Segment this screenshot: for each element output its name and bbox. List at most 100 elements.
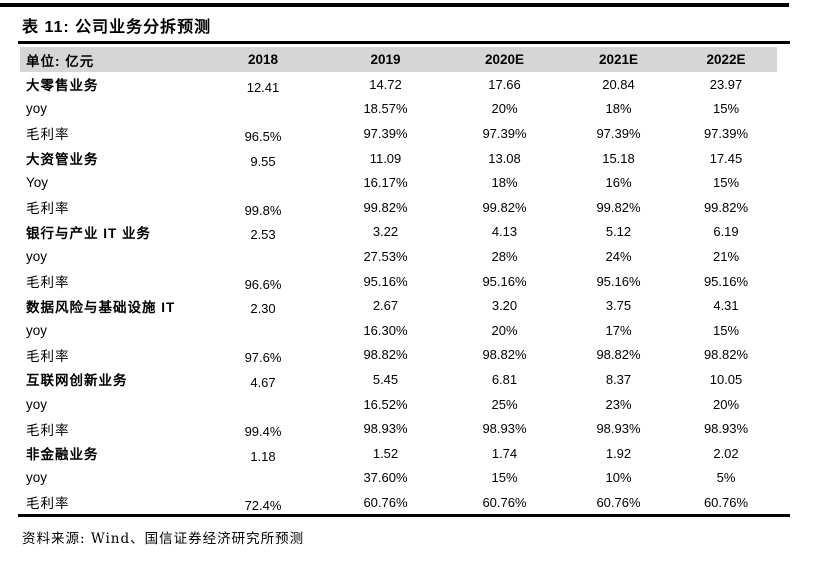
cell-value: 18% (491, 175, 518, 191)
cell-value: 10.05 (709, 371, 743, 387)
table-header: 单位: 亿元 2018 2019 2020E 2021E 2022E (20, 47, 777, 72)
table-title: 表 11: 公司业务分拆预测 (22, 19, 212, 36)
cell-value: 3.75 (605, 298, 632, 314)
cell-value: 98.93% (363, 421, 408, 437)
cell-value: 2.30 (250, 301, 276, 317)
cell-value: 4.13 (491, 224, 518, 240)
cell-value: 2.67 (372, 298, 399, 314)
cell-value: 60.76% (482, 494, 527, 510)
cell-value: 99.8% (244, 202, 282, 218)
cell-value: 99.82% (596, 199, 641, 215)
cell-value: 2.02 (713, 445, 739, 461)
row-label: 互联网创新业务 (26, 373, 128, 389)
table-row: yoy 18.57% 20% 18% 15% (20, 97, 777, 122)
cell-value: 97.39% (363, 125, 408, 141)
cell-value: 20% (491, 322, 518, 338)
cell-value: 96.6% (244, 276, 282, 292)
table-row: yoy 16.52% 25% 23% 20% (20, 392, 777, 417)
top-rule (0, 3, 789, 7)
cell-value: 13.08 (488, 150, 521, 166)
cell-value: 28% (491, 248, 518, 264)
cell-value: 2.53 (250, 227, 276, 243)
cell-value: 11.09 (369, 150, 402, 166)
cell-value: 27.53% (363, 248, 408, 264)
cell-value: 1.74 (491, 445, 518, 461)
cell-value: 95.16% (363, 273, 408, 289)
table-row: yoy 27.53% 28% 24% 21% (20, 244, 777, 269)
cell-value: 98.93% (482, 421, 527, 437)
cell-value (202, 247, 324, 272)
cell-value: 95.16% (703, 273, 749, 289)
cell-value: 98.82% (363, 347, 408, 363)
table-row: 大零售业务 12.41 14.72 17.66 20.84 23.97 (20, 72, 777, 97)
year-header-cell: 2018 (247, 52, 279, 67)
row-label: yoy (26, 248, 48, 264)
table-row: 互联网创新业务 4.67 5.45 6.81 8.37 10.05 (20, 367, 777, 392)
cell-value: 23% (605, 396, 632, 412)
row-label: Yoy (26, 175, 49, 191)
table-row: yoy 16.30% 20% 17% 15% (20, 318, 777, 343)
cell-value: 17% (605, 322, 632, 338)
year-header-cell: 2019 (370, 52, 401, 67)
cell-value (202, 321, 324, 346)
row-label: 大资管业务 (26, 152, 99, 168)
cell-value: 37.60% (363, 470, 408, 486)
row-label: yoy (26, 101, 48, 117)
table-row: 非金融业务 1.18 1.52 1.74 1.92 2.02 (20, 441, 777, 466)
cell-value: 99.82% (363, 199, 408, 215)
table-row: 银行与产业 IT 业务 2.53 3.22 4.13 5.12 6.19 (20, 220, 777, 245)
cell-value: 15% (712, 175, 740, 191)
cell-value: 99.82% (482, 199, 527, 215)
year-header-cell: 2021E (598, 52, 639, 67)
table-row: 毛利率 96.6% 95.16% 95.16% 95.16% 95.16% (20, 269, 777, 294)
cell-value: 16% (605, 175, 632, 191)
source-note: 资料来源: Wind、国信证券经济研究所预测 (22, 531, 305, 547)
cell-value: 97.39% (482, 125, 527, 141)
table-row: 毛利率 97.6% 98.82% 98.82% 98.82% 98.82% (20, 343, 777, 368)
cell-value: 96.5% (244, 128, 282, 144)
cell-value: 15% (712, 322, 740, 338)
cell-value: 72.4% (244, 497, 282, 513)
cell-value (202, 173, 324, 198)
cell-value: 18% (605, 101, 632, 117)
cell-value: 20% (712, 396, 740, 412)
cell-value: 1.18 (250, 448, 276, 464)
cell-value: 25% (491, 396, 518, 412)
row-label: yoy (26, 470, 48, 486)
cell-value: 24% (605, 248, 632, 264)
table-row: 毛利率 99.4% 98.93% 98.93% 98.93% 98.93% (20, 416, 777, 441)
table-header-row: 单位: 亿元 2018 2019 2020E 2021E 2022E (20, 47, 777, 72)
cell-value: 60.76% (363, 494, 408, 510)
row-label: 毛利率 (26, 201, 70, 218)
row-label: yoy (26, 322, 48, 338)
cell-value: 16.52% (363, 396, 408, 412)
unit-header-cell: 单位: 亿元 (26, 53, 95, 69)
cell-value: 97.39% (703, 125, 749, 141)
year-header-cell: 2022E (706, 52, 746, 67)
cell-value: 97.39% (596, 125, 641, 141)
cell-value: 3.22 (372, 224, 399, 240)
cell-value: 21% (712, 248, 740, 264)
cell-value: 15% (712, 101, 740, 117)
cell-value: 10% (605, 470, 632, 486)
table-row: 毛利率 72.4% 60.76% 60.76% 60.76% 60.76% (20, 490, 777, 515)
cell-value: 60.76% (596, 494, 641, 510)
cell-value: 97.6% (244, 350, 282, 366)
cell-value: 98.82% (703, 347, 749, 363)
table-row: 大资管业务 9.55 11.09 13.08 15.18 17.45 (20, 146, 777, 171)
row-label: 毛利率 (26, 422, 70, 439)
cell-value: 60.76% (703, 494, 749, 510)
title-rule (18, 41, 790, 44)
cell-value: 4.67 (250, 374, 276, 390)
row-label: 毛利率 (26, 275, 70, 292)
cell-value: 16.30% (363, 322, 408, 338)
cell-value: 16.17% (363, 175, 408, 191)
cell-value (202, 395, 324, 420)
row-label: 毛利率 (26, 127, 70, 144)
row-label: 非金融业务 (26, 447, 99, 463)
row-label: 毛利率 (26, 496, 70, 513)
table-row: 数据风险与基础设施 IT 2.30 2.67 3.20 3.75 4.31 (20, 293, 777, 318)
cell-value (202, 100, 324, 125)
cell-value: 12.41 (246, 79, 280, 95)
